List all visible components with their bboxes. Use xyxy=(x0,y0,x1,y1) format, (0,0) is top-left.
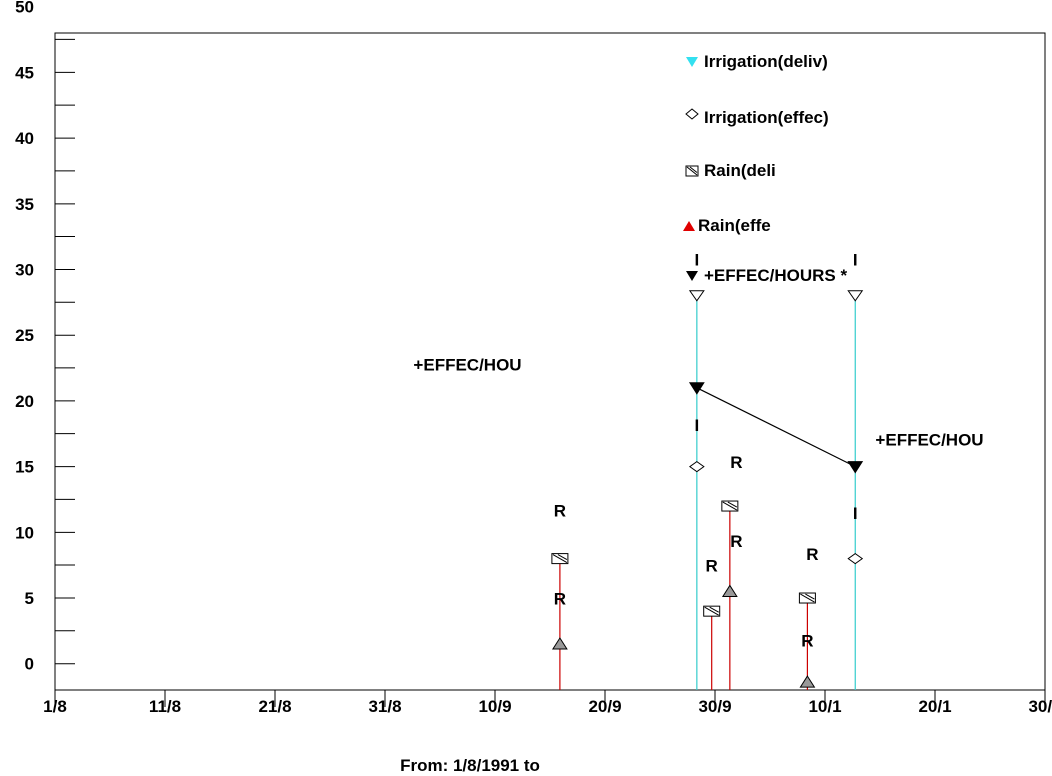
effec-hours-point xyxy=(688,382,705,395)
x-tick-label: 21/8 xyxy=(258,697,291,716)
annotation-letter: R xyxy=(554,590,566,609)
annotation-letter: I xyxy=(853,251,858,270)
x-axis-caption: From: 1/8/1991 to xyxy=(400,756,540,775)
diamond-icon xyxy=(680,108,704,128)
x-tick-label: 11/8 xyxy=(149,697,181,716)
legend-label: +EFFEC/HOURS * xyxy=(704,266,848,285)
annotation-letter: R xyxy=(801,632,813,651)
x-tick-label: 10/1 xyxy=(808,697,841,716)
rain-effe-point xyxy=(721,584,738,597)
annotation-letter: R xyxy=(806,545,818,564)
irrigation-deliv-point xyxy=(847,290,864,302)
rain-deli-hatch xyxy=(800,593,815,603)
y-tick-label: 15 xyxy=(15,458,34,477)
y-tick-label: 50 xyxy=(15,0,34,17)
triangle-down-cyan-icon xyxy=(680,56,704,68)
legend-item-irrigation-deliv: Irrigation(deliv) xyxy=(680,52,828,72)
rain-effe-point xyxy=(799,675,816,688)
y-tick-label: 20 xyxy=(15,392,34,411)
triangle-down-black-icon xyxy=(680,270,704,282)
rain-deli-hatch xyxy=(552,554,568,564)
y-tick-label: 0 xyxy=(25,655,34,674)
rain-deli-hatch xyxy=(722,501,738,511)
x-tick-label: 31/8 xyxy=(368,697,401,716)
legend: Irrigation(deliv) Irrigation(effec) Rain… xyxy=(680,48,980,288)
annotation-letter: R xyxy=(730,453,742,472)
x-tick-label: 10/9 xyxy=(478,697,511,716)
effec-hours-point xyxy=(847,461,864,474)
y-tick-label: 25 xyxy=(15,326,34,345)
rain-deli-hatch xyxy=(709,606,719,613)
annotation-effec-hou: +EFFEC/HOU xyxy=(413,356,521,375)
legend-item-rain-effe: Rain(effe xyxy=(680,216,771,236)
rain-effe-point xyxy=(551,637,568,650)
annotation-effec-hou: +EFFEC/HOU xyxy=(875,431,983,450)
legend-label: Irrigation(deliv) xyxy=(704,52,828,71)
rain-deli-hatch xyxy=(704,606,719,616)
x-tick-label: 30/1 xyxy=(1028,697,1052,716)
annotation-letter: R xyxy=(554,502,566,521)
y-tick-label: 40 xyxy=(15,129,34,148)
y-tick-label: 30 xyxy=(15,261,34,280)
effec-hours-line xyxy=(696,387,856,468)
x-tick-label: 1/8 xyxy=(43,697,67,716)
legend-item-effec-hours: +EFFEC/HOURS * xyxy=(680,266,847,286)
y-tick-label: 10 xyxy=(15,523,34,542)
x-tick-label: 30/9 xyxy=(698,697,731,716)
irrigation-deliv-point xyxy=(688,290,705,302)
annotation-letter: I xyxy=(853,504,858,523)
hatched-square-icon xyxy=(680,165,704,177)
y-tick-label: 5 xyxy=(25,589,34,608)
irrigation-effec-point xyxy=(847,552,864,565)
plot-frame xyxy=(54,32,1046,691)
rain-deli-hatch xyxy=(805,593,815,600)
legend-item-rain-deli: Rain(deli xyxy=(680,161,776,181)
y-tick-label: 45 xyxy=(15,63,34,82)
legend-label: Rain(effe xyxy=(698,216,771,235)
annotation-letter: R xyxy=(730,532,742,551)
legend-label: Rain(deli xyxy=(704,161,776,180)
annotation-letter: R xyxy=(706,557,718,576)
x-tick-label: 20/1 xyxy=(918,697,951,716)
y-tick-label: 35 xyxy=(15,195,34,214)
x-tick-label: 20/9 xyxy=(588,697,621,716)
triangle-up-red-icon xyxy=(680,220,698,232)
rain-deli-hatch xyxy=(727,501,738,508)
rain-deli-hatch xyxy=(557,554,568,561)
annotation-letter: I xyxy=(694,416,699,435)
irrigation-effec-point xyxy=(688,461,705,473)
legend-item-irrigation-effec: Irrigation(effec) xyxy=(680,108,829,128)
annotation-letter: I xyxy=(694,251,699,270)
legend-label: Irrigation(effec) xyxy=(704,108,829,127)
